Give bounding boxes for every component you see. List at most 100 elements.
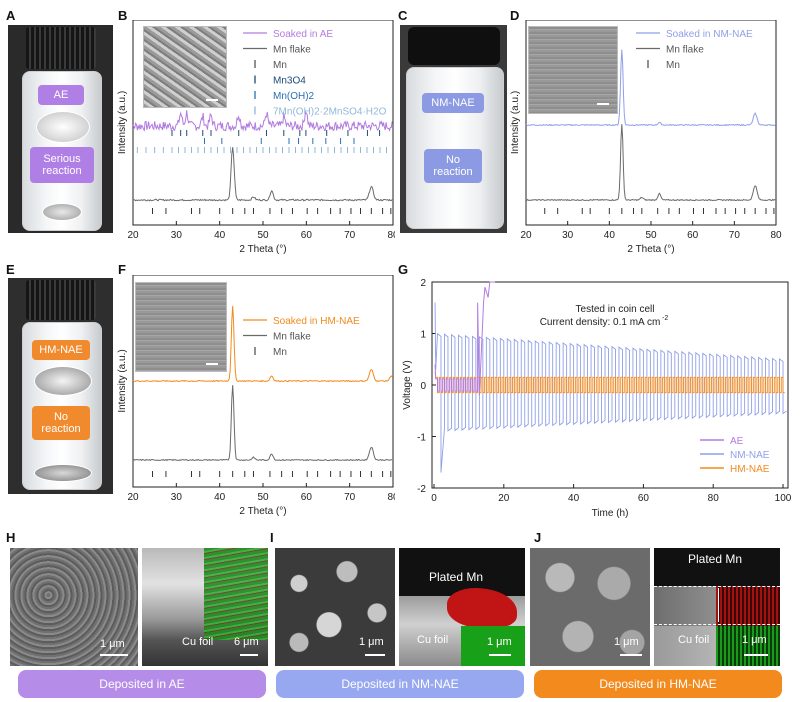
x-axis-label: Time (h)	[592, 508, 629, 519]
x-axis-label: 2 Theta (°)	[239, 244, 286, 255]
panel-label-h: H	[6, 530, 16, 545]
banner-hm-nae: Deposited in HM-NAE	[534, 670, 782, 698]
sem-inset-b	[143, 26, 227, 108]
x-tick-label: 50	[257, 230, 269, 241]
sem-h-topview: 1 μm	[10, 548, 138, 666]
y-tick-label: -2	[417, 484, 426, 495]
tag-serious-reaction: Serious reaction	[30, 147, 94, 183]
tag-hm-nae: HM-NAE	[32, 340, 90, 360]
panel-label-g: G	[398, 262, 409, 277]
sem-j-topview: 1 μm	[530, 548, 650, 666]
x-tick-label: 60	[638, 493, 650, 504]
y-tick-label: 1	[420, 330, 426, 341]
cu-foil-label: Cu foil	[182, 636, 214, 648]
x-tick-label: 60	[301, 492, 313, 503]
series-mn-flake	[132, 385, 393, 462]
x-tick-label: 60	[687, 230, 699, 241]
legend-entry: NM-NAE	[730, 450, 770, 461]
x-tick-label: 80	[387, 492, 395, 503]
annotation-superscript: -2	[662, 315, 668, 322]
x-tick-label: 50	[645, 230, 657, 241]
legend-entry: HM-NAE	[730, 464, 770, 475]
legend-entry: Soaked in HM-NAE	[273, 316, 360, 327]
sem-i-cross: Plated Mn Cu foil 1 μm	[399, 548, 525, 666]
y-axis-label: Voltage (V)	[402, 360, 413, 409]
series-soaked-nm	[525, 49, 776, 127]
x-tick-label: 20	[127, 492, 139, 503]
sem-inset-d	[528, 26, 618, 114]
tag-nm-nae: NM-NAE	[422, 93, 484, 113]
x-tick-label: 30	[562, 230, 574, 241]
vial-photo-ae: AE Serious reaction	[8, 25, 113, 233]
sem-j-cross: Plated Mn Cu foil 1 μm	[654, 548, 780, 666]
legend-entry: 7Mn(OH)2·2MnSO4·H2O	[273, 107, 387, 118]
banner-nm-nae: Deposited in NM-NAE	[276, 670, 524, 698]
x-tick-label: 70	[344, 230, 356, 241]
x-tick-label: 80	[770, 230, 782, 241]
vial-photo-nm-nae: NM-NAE No reaction	[400, 25, 507, 233]
legend-entry: Mn	[273, 60, 287, 71]
scale-label: 1 μm	[487, 636, 512, 648]
plated-mn-label: Plated Mn	[429, 570, 484, 584]
y-tick-label: 0	[420, 381, 426, 392]
cu-foil-label: Cu foil	[678, 634, 710, 646]
legend-entry: Soaked in NM-NAE	[666, 29, 753, 40]
series-mn-flake	[525, 124, 776, 202]
x-axis-label: 2 Theta (°)	[627, 244, 674, 255]
x-tick-label: 40	[604, 230, 616, 241]
legend-entry: Mn flake	[666, 45, 704, 56]
y-axis-label: Intensity (a.u.)	[117, 91, 128, 154]
y-axis-label: Intensity (a.u.)	[117, 349, 128, 412]
x-tick-label: 0	[431, 493, 437, 504]
legend-entry: Mn	[666, 60, 680, 71]
xrd-chart-b: 20 30 40 50 60 70 80 2 Theta (°) Intensity (a.u.…	[117, 20, 395, 255]
x-tick-label: 80	[708, 493, 720, 504]
series-soaked-hm	[132, 305, 393, 383]
x-tick-label: 30	[171, 230, 183, 241]
panel-label-f: F	[118, 262, 126, 277]
legend-entry: Mn flake	[273, 45, 311, 56]
scale-label: 1 μm	[742, 634, 767, 646]
scale-label: 6 μm	[234, 636, 259, 648]
sem-i-topview: 1 μm	[275, 548, 395, 666]
y-tick-label: -1	[417, 433, 426, 444]
banner-ae: Deposited in AE	[18, 670, 266, 698]
x-tick-label: 20	[520, 230, 532, 241]
plated-mn-label: Plated Mn	[688, 552, 743, 566]
tag-no-reaction-nm: No reaction	[424, 149, 482, 183]
y-tick-label: 2	[420, 278, 426, 289]
x-tick-label: 40	[214, 492, 226, 503]
legend-entry: Mn flake	[273, 332, 311, 343]
scale-label: 1 μm	[100, 638, 125, 650]
panel-label-a: A	[6, 8, 16, 23]
scale-label: 1 μm	[614, 636, 639, 648]
x-tick-label: 20	[498, 493, 510, 504]
tag-ae: AE	[38, 85, 84, 105]
cu-foil-label: Cu foil	[417, 634, 449, 646]
x-tick-label: 50	[257, 492, 269, 503]
series-mn-flake	[132, 147, 393, 202]
x-tick-label: 100	[775, 493, 792, 504]
series-soaked-ae	[132, 110, 393, 133]
scale-label: 1 μm	[359, 636, 384, 648]
voltage-chart-g: 0 20 40 60 80 100 2 1 0 -1 -2 Time (h) Voltage (V) Te…	[402, 278, 792, 519]
annotation: Tested in coin cell	[576, 304, 655, 315]
xrd-chart-d: 20 30 40 50 60 70 80 2 Theta (°) Intensity (a.u.…	[510, 20, 782, 255]
sem-h-cross: Cu foil 6 μm	[142, 548, 268, 666]
x-axis-label: 2 Theta (°)	[239, 506, 286, 517]
legend-entry: Mn	[273, 347, 287, 358]
annotation: Current density: 0.1 mA cm	[540, 317, 661, 328]
sem-inset-f	[135, 282, 227, 372]
legend-entry: AE	[730, 436, 744, 447]
panel-label-e: E	[6, 262, 15, 277]
x-tick-label: 20	[127, 230, 139, 241]
panel-label-b: B	[118, 8, 128, 23]
series-ae	[434, 281, 496, 396]
x-tick-label: 30	[171, 492, 183, 503]
x-tick-label: 70	[344, 492, 356, 503]
legend-entry: Mn3O4	[273, 76, 306, 87]
xrd-chart-f: 20 30 40 50 60 70 80 2 Theta (°) Intensity (a.u.…	[117, 275, 395, 517]
panel-label-c: C	[398, 8, 408, 23]
legend-entry: Mn(OH)2	[273, 91, 315, 102]
x-tick-label: 40	[214, 230, 226, 241]
